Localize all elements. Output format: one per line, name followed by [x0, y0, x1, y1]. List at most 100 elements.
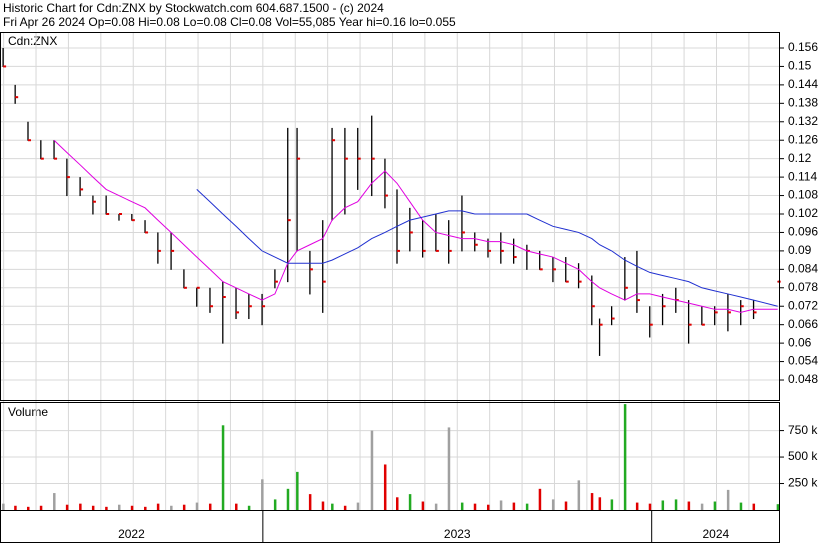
y-tick-label: 0.078 [788, 280, 818, 294]
close-tick [624, 286, 628, 289]
volume-bar [713, 501, 717, 510]
volume-bar [687, 501, 691, 510]
close-tick [54, 157, 58, 160]
volume-bar [623, 404, 627, 510]
volume-bar [105, 506, 108, 510]
close-tick [262, 305, 266, 308]
chart-subtitle: Fri Apr 26 2024 Op=0.08 Hi=0.08 Lo=0.08 … [3, 15, 456, 29]
close-tick [297, 157, 301, 160]
volume-bar [331, 503, 334, 510]
volume-bar [170, 505, 173, 510]
close-tick [3, 65, 7, 68]
volume-bar [221, 425, 225, 510]
close-tick [15, 96, 19, 99]
close-tick [753, 311, 757, 314]
close-tick [448, 249, 452, 252]
close-tick [322, 280, 326, 283]
y-tick-label: 0.12 [788, 151, 812, 165]
volume-bar [343, 505, 347, 510]
volume-bar [247, 505, 251, 510]
volume-bar [39, 505, 43, 510]
close-tick [422, 249, 426, 252]
volume-bar [261, 479, 264, 510]
volume-bar [512, 502, 516, 510]
y-tick-label: 0.138 [788, 95, 818, 109]
close-tick [80, 188, 84, 191]
close-tick [131, 219, 135, 222]
volume-bar [296, 471, 299, 510]
volume-bar [739, 502, 743, 510]
y-tick-label: 0.09 [788, 243, 812, 257]
close-tick [157, 249, 161, 252]
close-tick [384, 194, 388, 197]
volume-bar [182, 504, 186, 510]
volume-bar [286, 488, 290, 510]
y-tick-label: 0.132 [788, 114, 818, 128]
volume-bar [726, 489, 730, 510]
close-tick [287, 219, 291, 222]
close-tick [649, 323, 653, 326]
volume-bar [156, 503, 160, 510]
close-tick [599, 323, 603, 326]
volume-label: Volume [8, 405, 48, 419]
volume-bar [208, 503, 212, 510]
close-tick [236, 311, 240, 314]
close-tick [552, 268, 556, 271]
volume-bar [648, 503, 652, 510]
volume-bar [356, 502, 360, 510]
close-tick [27, 139, 31, 142]
close-tick [636, 299, 640, 302]
x-period-label: 2022 [118, 527, 145, 541]
close-tick [714, 311, 718, 314]
volume-bar [383, 464, 387, 510]
y-tick-label: 0.084 [788, 262, 818, 276]
close-tick [248, 305, 252, 308]
close-tick [513, 256, 517, 259]
volume-bar [752, 503, 756, 510]
y-tick-label: 0.066 [788, 317, 818, 331]
volume-bar [14, 505, 17, 510]
close-tick [591, 305, 595, 308]
close-tick [701, 323, 705, 326]
volume-bar [144, 506, 147, 510]
volume-bar [65, 504, 69, 510]
close-tick [332, 139, 336, 142]
y-tick-label: 0.156 [788, 40, 818, 54]
close-tick [727, 311, 731, 314]
volume-bar [447, 427, 451, 510]
symbol-label: Cdn:ZNX [8, 34, 57, 48]
y-tick-label: 0.06 [788, 335, 812, 349]
volume-bar [195, 502, 199, 510]
y-tick-label: 0.108 [788, 188, 818, 202]
x-period-label: 2024 [702, 527, 729, 541]
volume-bar [776, 504, 780, 510]
volume-bar [395, 497, 399, 510]
volume-bar [499, 500, 503, 510]
volume-bar [473, 503, 477, 510]
volume-bar [551, 499, 555, 510]
close-tick [171, 249, 175, 252]
close-tick [222, 296, 226, 299]
chart-title: Historic Chart for Cdn:ZNX by Stockwatch… [3, 1, 384, 15]
volume-bar [700, 503, 704, 510]
y-tick-label: 0.126 [788, 132, 818, 146]
volume-bar [79, 503, 82, 510]
close-tick [611, 317, 615, 320]
close-tick [409, 231, 413, 234]
volume-bar [408, 494, 412, 510]
close-tick [688, 323, 692, 326]
volume-bar [421, 501, 425, 510]
x-period-label: 2023 [444, 527, 471, 541]
volume-bar [486, 504, 490, 510]
grid [0, 32, 784, 543]
close-tick [92, 200, 96, 203]
close-tick [183, 286, 187, 289]
close-tick [118, 213, 122, 216]
y-tick-label: 0.054 [788, 354, 818, 368]
close-tick [565, 280, 569, 283]
close-tick [662, 305, 666, 308]
y-tick-label: 0.15 [788, 59, 812, 73]
volume-bar [661, 500, 665, 510]
y-tick-label: 0.096 [788, 225, 818, 239]
